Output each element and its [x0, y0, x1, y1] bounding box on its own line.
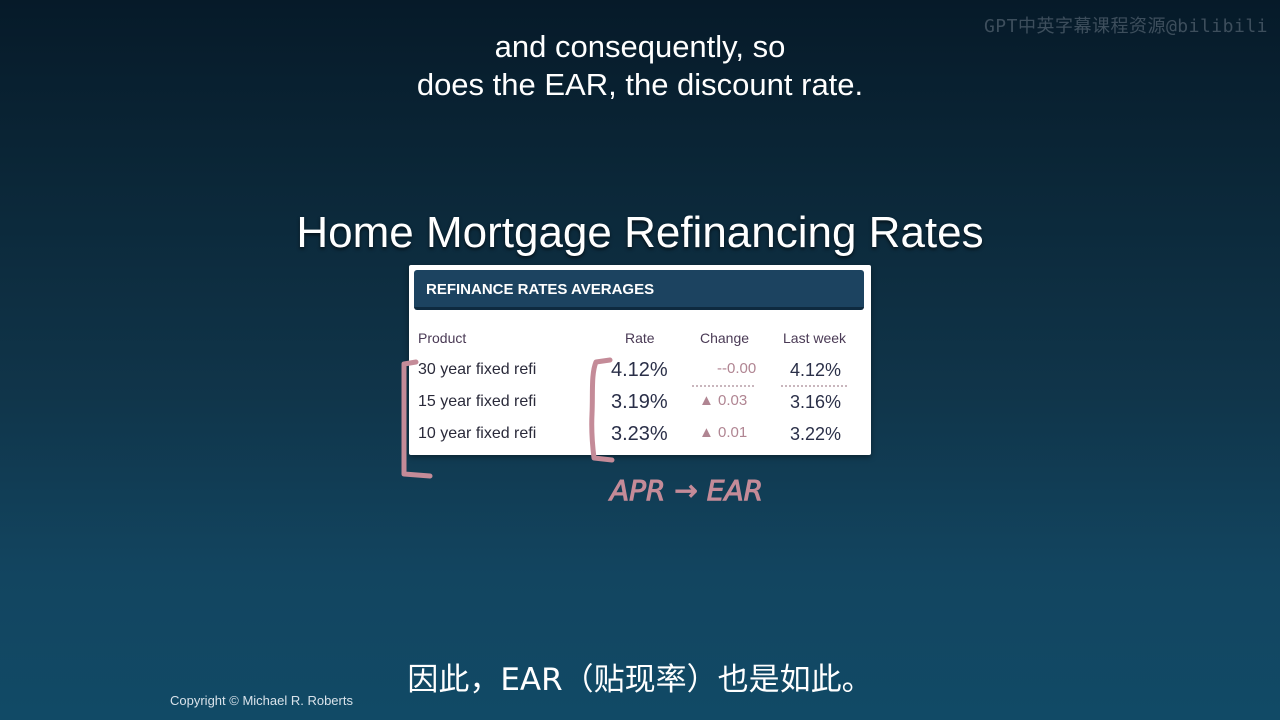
column-header-change: Change — [700, 330, 750, 346]
card-header: REFINANCE RATES AVERAGES — [414, 270, 864, 310]
row-last-week: 3.22% — [790, 424, 842, 444]
row-change-value: 0.03 — [718, 392, 748, 409]
refinance-rates-card: REFINANCE RATES AVERAGES Product Rate Ch… — [409, 265, 871, 455]
row-rate: 4.12% — [611, 359, 668, 381]
row-rate: 3.23% — [611, 423, 668, 445]
row-change: ‑‑0.00 — [717, 360, 756, 377]
row-product: 15 year fixed refi — [418, 393, 537, 410]
row-change: ▲ 0.01 — [699, 424, 747, 441]
row-rate: 3.19% — [611, 391, 668, 413]
row-divider — [781, 385, 847, 387]
row-last-week: 4.12% — [790, 360, 842, 380]
row-product: 30 year fixed refi — [418, 361, 537, 378]
row-change-value: 0.00 — [727, 360, 757, 377]
column-header-product: Product — [418, 330, 467, 346]
row-change: ▲ 0.03 — [699, 392, 747, 409]
bracket-annotation-rate — [589, 357, 615, 463]
flat-arrow-icon: ‑‑ — [717, 360, 727, 377]
column-header-last-week: Last week — [783, 330, 847, 346]
row-change-value: 0.01 — [718, 424, 748, 441]
annotation-text: APR → EAR — [608, 474, 763, 507]
watermark: GPT中英字幕课程资源@bilibili — [983, 16, 1268, 37]
subtitle-bottom: 因此，EAR（贴现率）也是如此。 — [407, 662, 873, 698]
up-arrow-icon: ▲ — [699, 392, 714, 409]
slide-title: Home Mortgage Refinancing Rates — [296, 208, 984, 257]
bracket-annotation-left — [401, 359, 433, 479]
copyright-text: Copyright © Michael R. Roberts — [170, 693, 353, 708]
apr-to-ear-annotation: APR → EAR — [608, 474, 764, 508]
row-last-week: 3.16% — [790, 392, 842, 412]
row-product: 10 year fixed refi — [418, 425, 537, 442]
subtitle-top-line2: does the EAR, the discount rate. — [416, 67, 864, 102]
subtitle-top: and consequently, so does the EAR, the d… — [0, 28, 1280, 104]
subtitle-top-line1: and consequently, so — [494, 29, 786, 64]
column-header-rate: Rate — [625, 330, 655, 346]
row-divider — [692, 385, 754, 387]
up-arrow-icon: ▲ — [699, 424, 714, 441]
